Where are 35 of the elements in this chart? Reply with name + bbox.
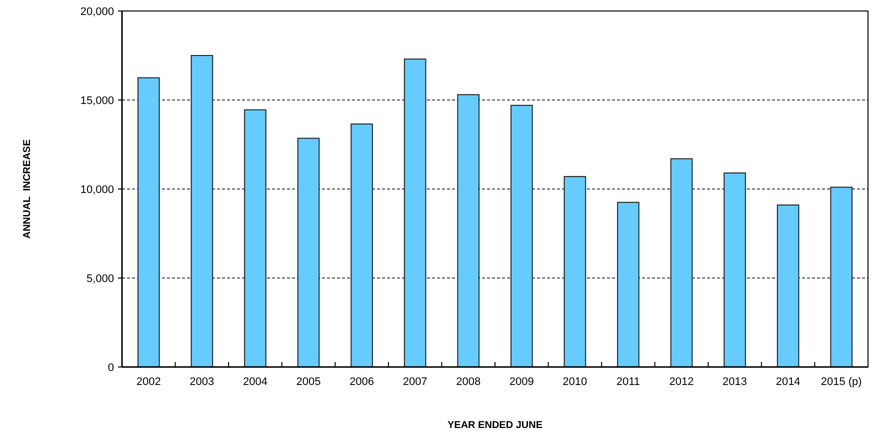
bar <box>510 104 533 368</box>
x-tick-label: 2004 <box>242 376 268 388</box>
bar <box>670 158 693 368</box>
y-tick-label: 20,000 <box>80 6 114 18</box>
bar <box>297 138 320 368</box>
bar <box>350 124 373 368</box>
y-tick-label: 0 <box>108 362 114 374</box>
bar <box>404 58 426 368</box>
bar <box>137 77 160 368</box>
y-tick-label: 15,000 <box>80 94 114 107</box>
bar <box>776 204 800 368</box>
x-tick-label: 2007 <box>402 376 428 388</box>
x-tick-label: 2006 <box>350 376 374 388</box>
x-tick-label: 2013 <box>722 376 748 388</box>
x-axis-title: YEAR ENDED JUNE <box>447 420 543 431</box>
y-tick-label: 10,000 <box>80 184 114 196</box>
x-tick-label: 2012 <box>669 376 694 388</box>
x-tick-label: 2008 <box>456 376 481 388</box>
bar <box>190 55 214 368</box>
x-tick-label: 2009 <box>509 376 534 388</box>
bar <box>564 176 586 368</box>
x-tick-label: 2005 <box>296 376 321 388</box>
x-tick-label: 2014 <box>776 376 800 388</box>
x-tick-label: 2015 (p) <box>820 376 862 388</box>
bar <box>617 202 640 368</box>
bar <box>830 186 853 368</box>
bar <box>244 109 266 368</box>
bar <box>457 94 480 368</box>
y-axis-title: ANNUAL INCREASE <box>22 139 33 239</box>
bar <box>724 172 746 368</box>
x-tick-label: 2011 <box>616 376 640 388</box>
y-tick-label: 5,000 <box>86 272 114 285</box>
x-tick-label: 2002 <box>136 376 161 388</box>
x-tick-label: 2003 <box>190 376 214 388</box>
x-tick-label: 2010 <box>562 376 588 388</box>
